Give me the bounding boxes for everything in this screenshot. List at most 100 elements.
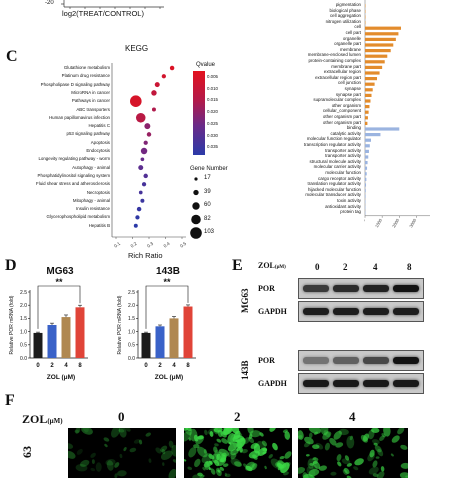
- micro-cell: [214, 443, 219, 447]
- micro-dose-label: 2: [234, 409, 241, 425]
- kegg-pathway-label: Endocytosis: [2, 148, 110, 153]
- volcano-x-label: log2(TREAT/CONTROL): [62, 9, 144, 18]
- go-term-label: protein-containing complex: [309, 58, 361, 63]
- go-bar: [365, 178, 366, 181]
- blot-dose-label: 0: [315, 262, 320, 272]
- qpcr-bar: [76, 307, 85, 358]
- qpcr-dose-label: 4: [172, 363, 176, 369]
- qpcr-dose-label: 4: [64, 363, 68, 369]
- micro-fluorescence: [184, 428, 292, 478]
- micro-cell: [268, 428, 277, 433]
- go-term-label: toxin activity: [337, 198, 361, 203]
- kegg-pathway-label: MicroRNA in cancer: [2, 90, 110, 95]
- gene-number-legend-dot: [193, 190, 198, 195]
- kegg-point: [151, 90, 156, 95]
- go-bar: [365, 71, 380, 74]
- micro-dose-label: 0: [118, 409, 125, 425]
- blot-zol-text: ZOL: [258, 261, 275, 270]
- kegg-point: [143, 174, 147, 178]
- qpcr-y-tick-label: 2.0: [20, 303, 27, 309]
- micro-cell: [279, 456, 285, 460]
- qpcr-dose-label: 2: [158, 363, 162, 369]
- blot-strip: [298, 301, 424, 322]
- kegg-point: [142, 182, 146, 186]
- go-bar: [365, 88, 373, 91]
- micro-cell: [390, 434, 401, 444]
- go-bar: [365, 32, 398, 35]
- go-term-label: biological phase: [330, 8, 362, 13]
- qpcr-y-tick-label: 0.5: [20, 343, 27, 349]
- go-term-label: supramolecular complex: [313, 97, 361, 102]
- qvalue-legend-title: Qvalue: [196, 62, 215, 68]
- gene-number-legend-label: 60: [204, 202, 211, 208]
- micro-cell: [336, 461, 342, 468]
- micro-zol-label: ZOL(μM): [22, 412, 63, 427]
- micro-fluorescence: [298, 428, 408, 478]
- micro-cell: [271, 442, 279, 451]
- kegg-title: KEGG: [125, 44, 148, 53]
- go-term-label: synapse part: [336, 92, 361, 97]
- go-x-tick-label: 2000: [391, 217, 400, 228]
- go-bar: [365, 139, 371, 142]
- kegg-x-tick-label: 0.2: [130, 241, 138, 248]
- go-term-label: membrane-enclosed lumen: [308, 52, 361, 57]
- blot-band: [363, 285, 389, 292]
- gene-number-legend-label: 17: [204, 175, 211, 181]
- kegg-point: [144, 123, 150, 129]
- qpcr-y-tick-label: 1.0: [128, 329, 135, 335]
- blot-band: [333, 285, 359, 292]
- go-term-label: organelle: [343, 36, 361, 41]
- micro-cell: [204, 429, 209, 435]
- micro-cell: [193, 458, 202, 469]
- qpcr-x-title: ZOL (μM): [155, 374, 183, 381]
- micro-cell: [117, 470, 127, 477]
- gene-number-legend-title: Gene Number: [190, 166, 228, 172]
- qpcr-y-tick-label: 1.5: [128, 316, 135, 322]
- kegg-point: [141, 157, 145, 161]
- gene-number-legend-dot: [190, 227, 202, 239]
- go-bar: [365, 38, 396, 41]
- qpcr-dose-label: 8: [186, 363, 190, 369]
- blot-dose-label: 2: [343, 262, 348, 272]
- qpcr-dose-label: 0: [144, 363, 148, 369]
- qpcr-dose-label: 8: [78, 363, 82, 369]
- qvalue-tick-label: 0.010: [207, 86, 218, 91]
- qpcr-y-tick-label: 2.0: [128, 303, 135, 309]
- qvalue-tick-label: 0.005: [207, 74, 218, 79]
- qpcr-x-title: ZOL (μM): [47, 374, 75, 381]
- qpcr-bar: [48, 325, 57, 358]
- micro-cell: [283, 450, 292, 460]
- blot-row-label: GAPDH: [258, 379, 287, 388]
- panel-letter-f: F: [5, 392, 15, 410]
- blot-band: [393, 308, 419, 315]
- micro-cell: [264, 465, 267, 469]
- qpcr-significance-bracket: [38, 286, 80, 329]
- micro-cell: [187, 466, 193, 471]
- go-term-label: other organism: [332, 103, 361, 108]
- micro-dose-label: 4: [349, 409, 356, 425]
- go-term-label: organelle part: [334, 41, 361, 46]
- micro-cell: [353, 457, 365, 467]
- go-bar: [365, 77, 377, 80]
- go-term-label: transcription regulator activity: [304, 142, 361, 147]
- blot-row-label: POR: [258, 284, 275, 293]
- kegg-point: [152, 108, 156, 112]
- go-bar: [365, 27, 401, 30]
- kegg-pathway-label: Human papillomavirus infection: [2, 115, 110, 120]
- kegg-point: [141, 148, 147, 154]
- go-term-label: hijacked molecular function: [308, 187, 361, 192]
- qpcr-significance-mark: **: [55, 277, 63, 287]
- micro-cell: [306, 454, 310, 457]
- kegg-x-tick-label: 0.3: [146, 241, 154, 248]
- go-bar: [365, 94, 372, 97]
- kegg-point: [147, 132, 151, 136]
- volcano-remnant: -20 log2(TREAT/CONTROL): [0, 0, 170, 22]
- micro-cell: [90, 467, 95, 471]
- go-bar: [365, 189, 366, 192]
- go-bar: [365, 127, 399, 130]
- micro-cell: [184, 459, 187, 462]
- blot-band: [333, 357, 359, 364]
- micro-cell: [148, 458, 151, 463]
- go-x-tick-label: 3000: [408, 217, 417, 228]
- blot-cell-label: 143B: [240, 360, 250, 380]
